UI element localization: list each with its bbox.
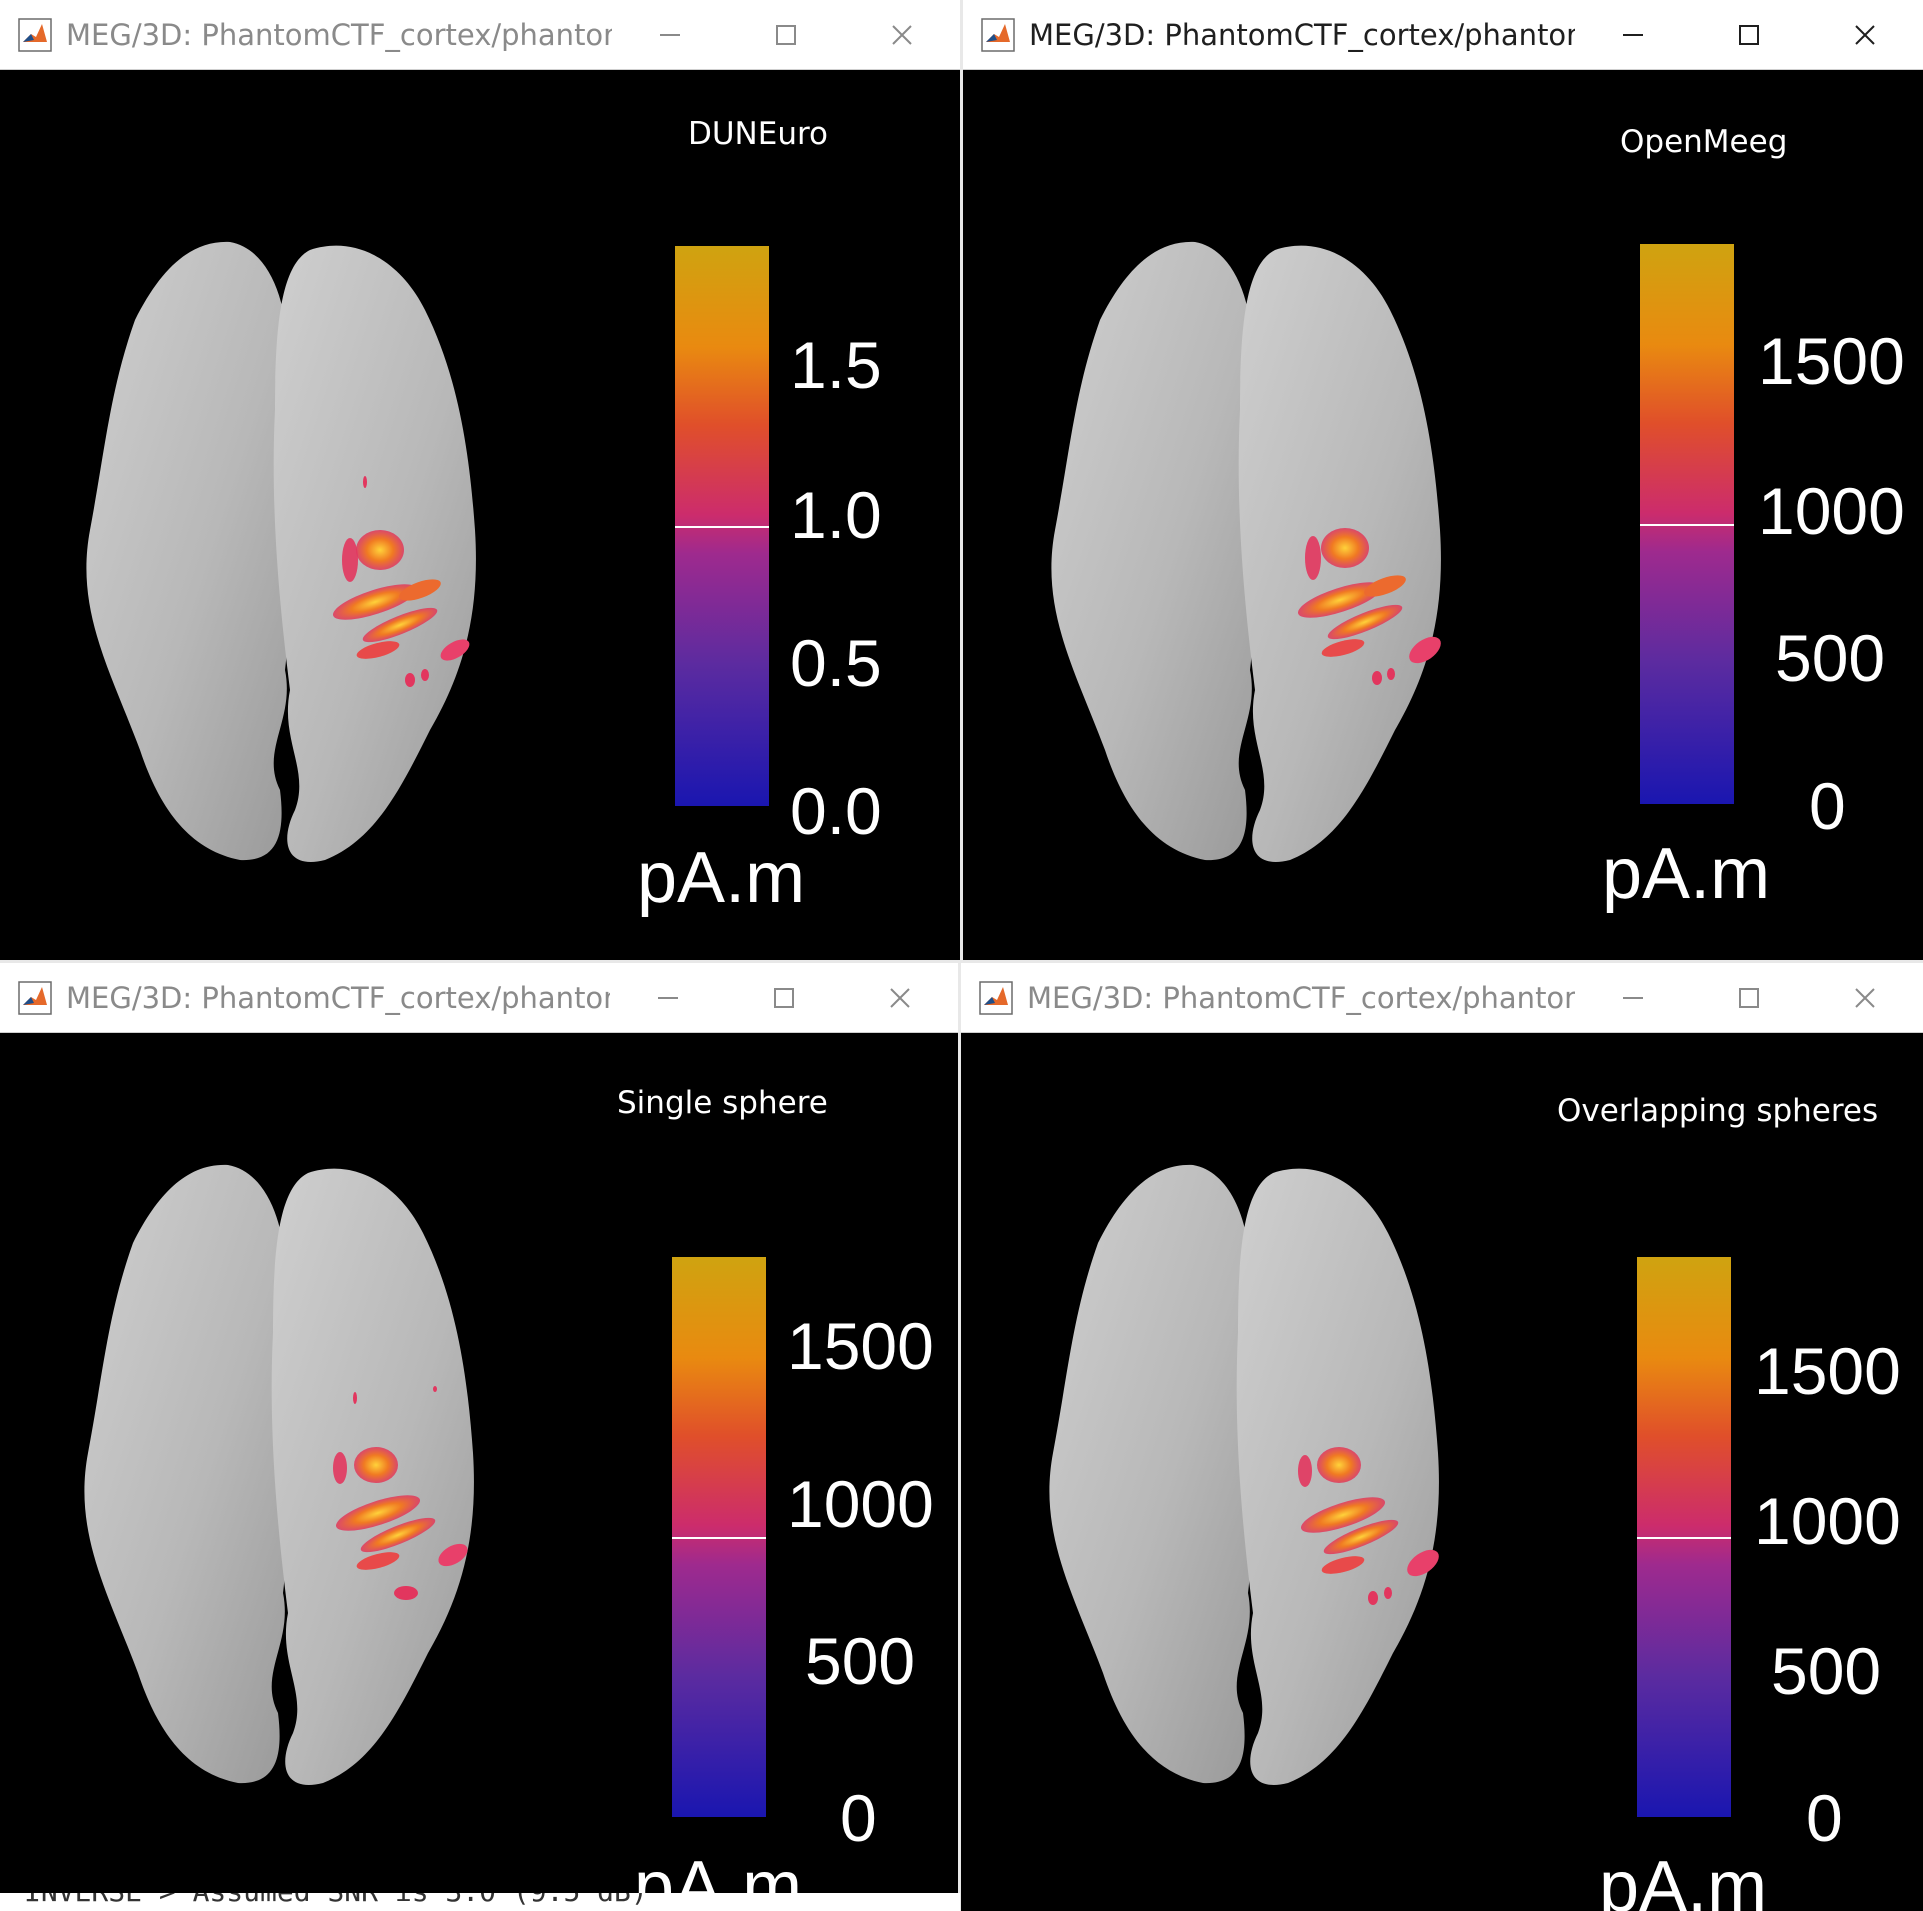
console-strip: INVERSE > Assumed SNR is 3.0 (9.5 dB) bbox=[0, 1893, 960, 1911]
colorbar-tick: 0 bbox=[1806, 1781, 1843, 1855]
colorbar-tick: 500 bbox=[1771, 1634, 1882, 1708]
window-title: MEG/3D: PhantomCTF_cortex/phantom... bbox=[66, 980, 610, 1015]
colorbar-tick: 1500 bbox=[787, 1309, 934, 1383]
maximize-icon bbox=[774, 987, 794, 1008]
cortex-surface[interactable] bbox=[1043, 1153, 1503, 1813]
window-title: MEG/3D: PhantomCTF_cortex/phantom... bbox=[1029, 17, 1575, 52]
colorbar[interactable] bbox=[1640, 244, 1734, 804]
maximize-button[interactable] bbox=[1691, 963, 1807, 1033]
colorbar-tick: 0 bbox=[1809, 769, 1846, 843]
colorbar-tick: 1500 bbox=[1758, 324, 1905, 398]
console-text: INVERSE > Assumed SNR is 3.0 (9.5 dB) bbox=[0, 1893, 648, 1906]
colorbar-tick: 1500 bbox=[1754, 1334, 1901, 1408]
close-icon bbox=[890, 987, 910, 1008]
activation-blobs bbox=[1298, 1447, 1439, 1605]
minimize-icon bbox=[658, 996, 678, 999]
figure-canvas[interactable]: OpenMeeg 1500 1000 500 0 pA.m bbox=[963, 70, 1923, 960]
matlab-logo-icon bbox=[18, 17, 52, 52]
brainstorm-window-single-sphere: MEG/3D: PhantomCTF_cortex/phantom... bbox=[0, 963, 958, 1911]
colorbar-tick: 500 bbox=[1775, 621, 1886, 695]
minimize-icon bbox=[1623, 996, 1643, 999]
window-titlebar[interactable]: MEG/3D: PhantomCTF_cortex/phantom... bbox=[0, 0, 960, 70]
colorbar-tick: 1000 bbox=[1758, 474, 1905, 548]
maximize-icon bbox=[1739, 987, 1759, 1008]
window-title: MEG/3D: PhantomCTF_cortex/phantom... bbox=[66, 17, 612, 52]
close-icon bbox=[892, 24, 912, 45]
maximize-icon bbox=[1739, 24, 1759, 45]
panel-label: OpenMeeg bbox=[1620, 124, 1788, 160]
minimize-button[interactable] bbox=[612, 0, 728, 70]
figure-canvas[interactable]: DUNEuro 1.5 1.0 0.5 0.0 pA.m bbox=[0, 70, 960, 960]
close-button[interactable] bbox=[1807, 963, 1923, 1033]
colorbar[interactable] bbox=[1637, 1257, 1731, 1817]
colorbar-tick: 0.5 bbox=[790, 626, 882, 700]
brainstorm-window-openmeeg: MEG/3D: PhantomCTF_cortex/phantom... bbox=[963, 0, 1923, 960]
colorbar-unit: pA.m bbox=[1599, 1847, 1768, 1911]
colorbar-tick: 1.5 bbox=[790, 328, 882, 402]
colorbar-tick: 0.0 bbox=[790, 774, 882, 848]
maximize-button[interactable] bbox=[1691, 0, 1807, 70]
maximize-button[interactable] bbox=[726, 963, 842, 1033]
cortex-surface[interactable] bbox=[80, 230, 540, 890]
figure-canvas[interactable]: Single sphere 1500 1000 500 0 pA.m bbox=[0, 1033, 958, 1911]
minimize-button[interactable] bbox=[610, 963, 726, 1033]
colorbar-tick: 1000 bbox=[787, 1467, 934, 1541]
window-titlebar[interactable]: MEG/3D: PhantomCTF_cortex/phantom... bbox=[961, 963, 1923, 1033]
close-button[interactable] bbox=[842, 963, 958, 1033]
activation-blobs bbox=[332, 476, 470, 687]
maximize-icon bbox=[776, 24, 796, 45]
cortex-surface[interactable] bbox=[78, 1153, 538, 1813]
panel-label: DUNEuro bbox=[688, 116, 829, 152]
figure-canvas[interactable]: Overlapping spheres 1500 1000 500 0 pA.m bbox=[961, 1033, 1923, 1911]
activation-blobs bbox=[1297, 528, 1441, 685]
colorbar-unit: pA.m bbox=[1602, 834, 1771, 914]
panel-label: Overlapping spheres bbox=[1557, 1093, 1879, 1129]
matlab-logo-icon bbox=[979, 980, 1013, 1015]
colorbar-unit: pA.m bbox=[637, 838, 806, 918]
colorbar-tick: 500 bbox=[805, 1624, 916, 1698]
window-title: MEG/3D: PhantomCTF_cortex/phantom... bbox=[1027, 980, 1575, 1015]
window-titlebar[interactable]: MEG/3D: PhantomCTF_cortex/phantom... bbox=[0, 963, 958, 1033]
left-hemisphere bbox=[1049, 1164, 1251, 1784]
brainstorm-window-duneuro: MEG/3D: PhantomCTF_cortex/phantom... bbox=[0, 0, 960, 960]
close-icon bbox=[1855, 987, 1875, 1008]
minimize-button[interactable] bbox=[1575, 0, 1691, 70]
minimize-icon bbox=[1623, 33, 1643, 36]
brainstorm-window-overlapping-spheres: MEG/3D: PhantomCTF_cortex/phantom... bbox=[961, 963, 1923, 1911]
cortex-surface[interactable] bbox=[1045, 230, 1505, 890]
left-hemisphere bbox=[84, 1164, 286, 1784]
maximize-button[interactable] bbox=[728, 0, 844, 70]
close-button[interactable] bbox=[844, 0, 960, 70]
colorbar-tick: 1.0 bbox=[790, 478, 882, 552]
matlab-logo-icon bbox=[18, 980, 52, 1015]
left-hemisphere bbox=[1051, 241, 1253, 861]
panel-label: Single sphere bbox=[617, 1085, 828, 1121]
minimize-icon bbox=[660, 33, 680, 36]
left-hemisphere bbox=[86, 241, 288, 861]
close-button[interactable] bbox=[1807, 0, 1923, 70]
window-titlebar[interactable]: MEG/3D: PhantomCTF_cortex/phantom... bbox=[963, 0, 1923, 70]
colorbar[interactable] bbox=[675, 246, 769, 806]
close-icon bbox=[1855, 24, 1875, 45]
colorbar-tick: 1000 bbox=[1754, 1484, 1901, 1558]
matlab-logo-icon bbox=[981, 17, 1015, 52]
activation-blobs bbox=[333, 1386, 468, 1600]
colorbar[interactable] bbox=[672, 1257, 766, 1817]
minimize-button[interactable] bbox=[1575, 963, 1691, 1033]
colorbar-tick: 0 bbox=[840, 1781, 877, 1855]
